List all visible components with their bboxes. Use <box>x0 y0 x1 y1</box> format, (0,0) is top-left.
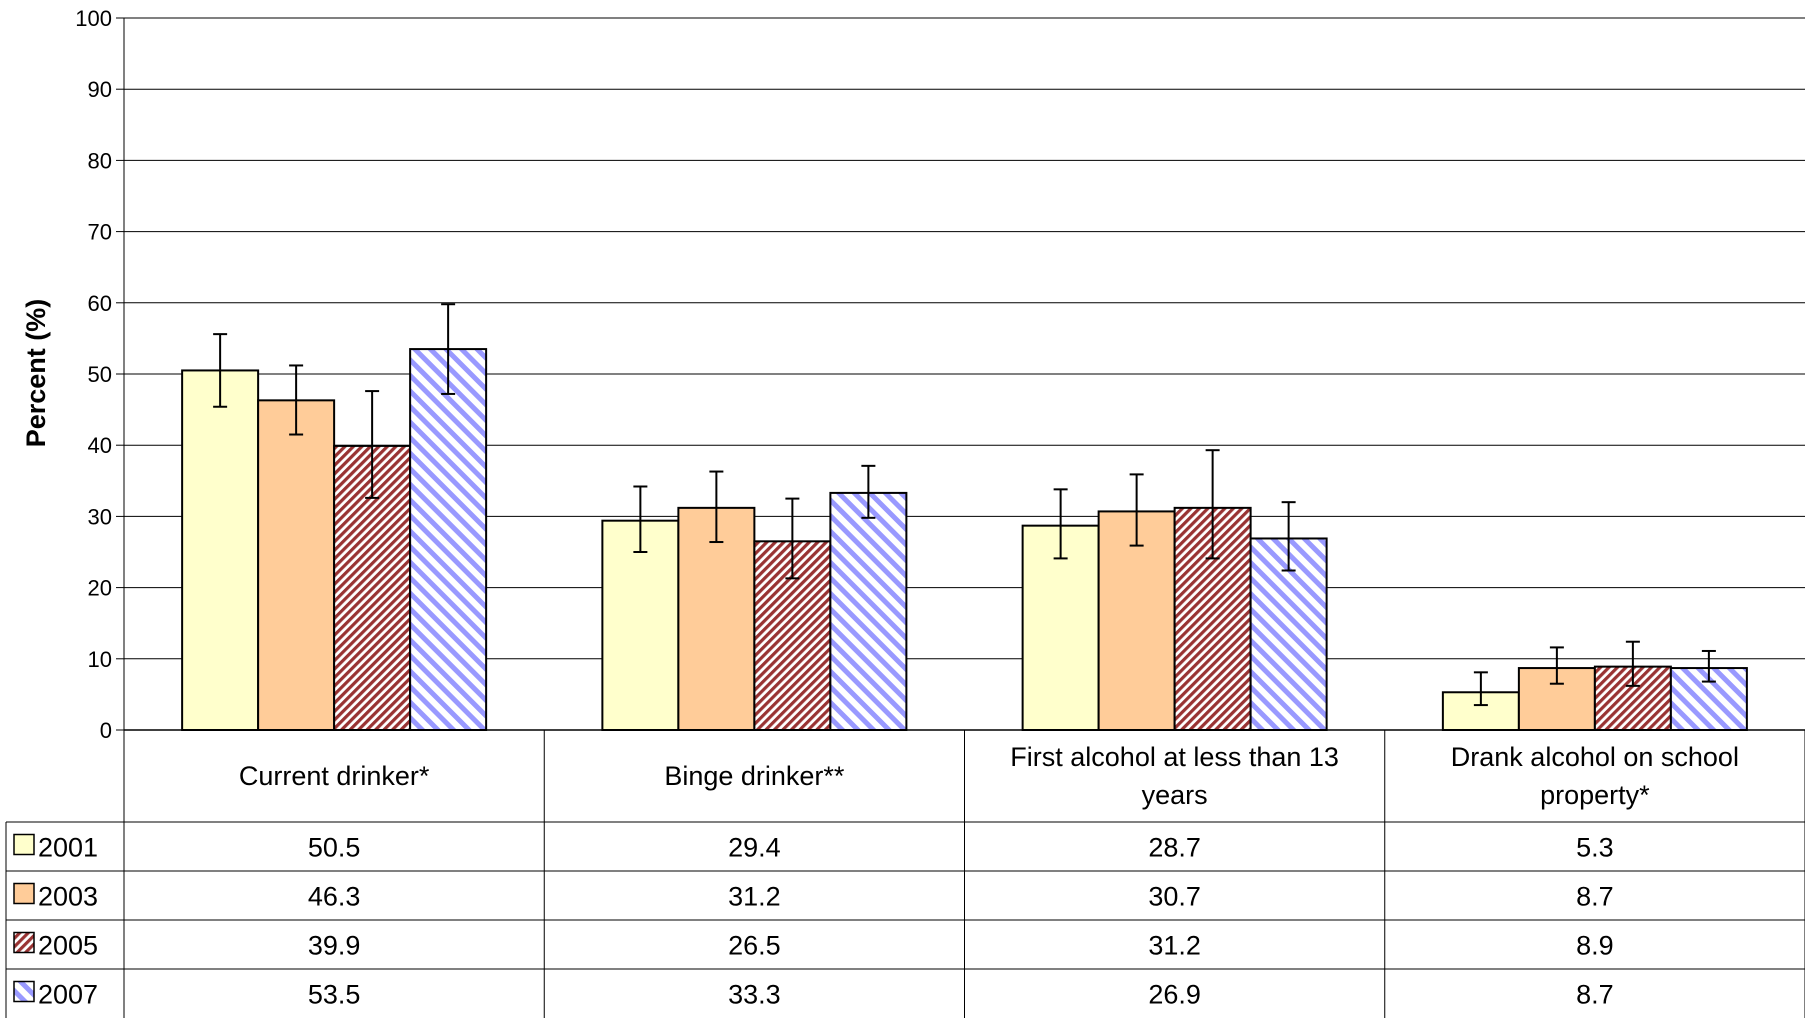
y-tick-label: 10 <box>88 647 112 672</box>
table-cell: 31.2 <box>1148 931 1201 961</box>
legend-key-2003 <box>13 882 35 905</box>
bar-series <box>181 348 1748 732</box>
y-tick-label: 90 <box>88 77 112 102</box>
error-bar-2003-2 <box>709 470 724 544</box>
legend-label: 2003 <box>38 882 98 912</box>
y-tick-label: 20 <box>88 576 112 601</box>
table-cell: 33.3 <box>728 980 781 1010</box>
table-cell: 28.7 <box>1148 833 1201 863</box>
table-cell: 46.3 <box>308 882 361 912</box>
legend-label: 2005 <box>38 931 98 961</box>
error-bar-2007-3 <box>1281 501 1296 572</box>
y-tick-label: 100 <box>75 6 112 31</box>
table-cell: 26.5 <box>728 931 781 961</box>
error-bar-2003-3 <box>1129 473 1144 547</box>
error-bar-2001-2 <box>633 485 648 553</box>
error-bar-2005-1 <box>365 390 380 499</box>
error-bar-2005-2 <box>785 497 800 580</box>
y-tick-label: 50 <box>88 362 112 387</box>
legend-key-2007 <box>13 980 35 1003</box>
table-cell: 30.7 <box>1148 882 1201 912</box>
y-tick-label: 40 <box>88 433 112 458</box>
y-tick-label: 80 <box>88 148 112 173</box>
error-bar-2001-4 <box>1473 671 1488 707</box>
table-cell: 53.5 <box>308 980 361 1010</box>
data-table: Current drinker* Binge drinker** First alc… <box>5 730 1805 1018</box>
bar-2001-1 <box>181 369 260 731</box>
legend-label: 2001 <box>38 833 98 863</box>
y-tick-label: 30 <box>88 504 112 529</box>
error-bar-2001-3 <box>1053 488 1068 560</box>
table-cell: 26.9 <box>1148 980 1201 1010</box>
legend-key-2005 <box>13 931 35 954</box>
error-bar-2001-1 <box>213 333 228 408</box>
x-category-label: Binge drinker** <box>664 761 845 791</box>
y-tick-label: 60 <box>88 291 112 316</box>
y-axis-ticks: 0 10 20 30 40 50 60 70 80 90 100 <box>75 6 124 743</box>
table-cell: 31.2 <box>728 882 781 912</box>
y-tick-label: 70 <box>88 220 112 245</box>
table-cell: 39.9 <box>308 931 361 961</box>
legend-key-2001 <box>13 833 35 856</box>
table-cell: 50.5 <box>308 833 361 863</box>
error-bar-2005-4 <box>1625 640 1640 687</box>
bar-2003-3 <box>1097 510 1176 731</box>
bar-2003-1 <box>257 399 336 731</box>
bar-2007-1 <box>409 348 488 731</box>
bar-2001-2 <box>601 519 680 731</box>
error-bar-2007-1 <box>441 303 456 395</box>
error-bar-2003-4 <box>1549 646 1564 685</box>
y-axis-title: Percent (%) <box>21 299 51 448</box>
x-category-label: Current drinker* <box>239 761 430 791</box>
bar-2003-2 <box>677 506 756 731</box>
bar-2007-2 <box>829 491 908 731</box>
error-bar-2007-4 <box>1701 649 1716 683</box>
table-cell: 8.9 <box>1576 931 1614 961</box>
table-cell: 8.7 <box>1576 980 1614 1010</box>
table-cell: 29.4 <box>728 833 781 863</box>
x-category-label: Drank alcohol on school property* <box>1451 742 1739 810</box>
y-tick-label: 0 <box>100 718 112 743</box>
x-category-label: First alcohol at less than 13 years <box>1010 742 1339 810</box>
table-cell: 5.3 <box>1576 833 1614 863</box>
table-cell: 8.7 <box>1576 882 1614 912</box>
bar-2001-3 <box>1021 524 1100 731</box>
error-bar-2005-3 <box>1205 449 1220 560</box>
error-bar-2007-2 <box>861 464 876 519</box>
error-bar-2003-1 <box>289 364 304 436</box>
legend-label: 2007 <box>38 980 98 1010</box>
